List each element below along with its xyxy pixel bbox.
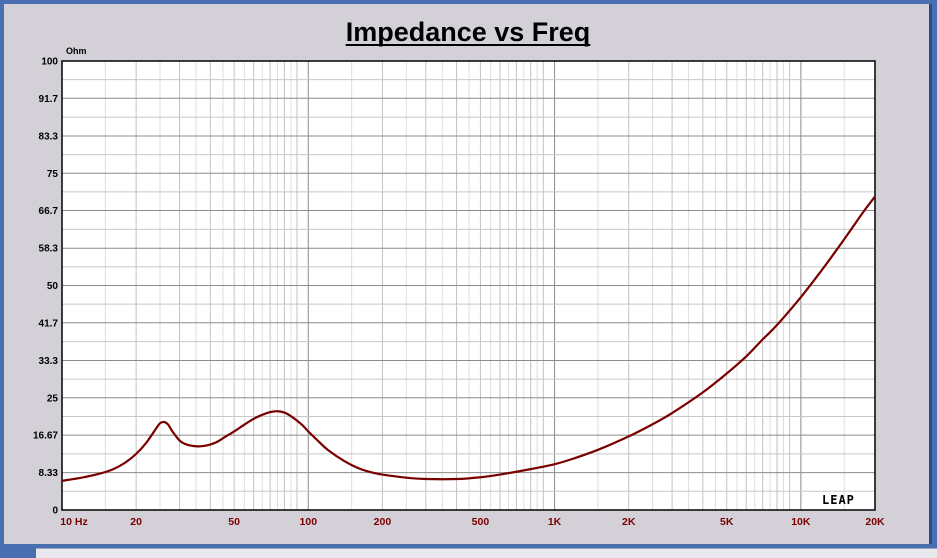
- x-tick-label: 100: [300, 516, 318, 528]
- x-tick-label: 20: [130, 516, 142, 528]
- x-tick-label: 2K: [622, 516, 636, 528]
- x-tick-labels: 10 Hz 20 50 100 200 500 1K 2K 5K 10K 20K: [60, 516, 885, 528]
- y-tick-label: 25: [47, 393, 59, 404]
- y-tick-label: 58.3: [39, 244, 59, 255]
- y-tick-label: 75: [47, 169, 59, 180]
- impedance-chart: Impedance vs Freq Ohm 0 8.33 16.67 25 33.3 41…: [33, 17, 885, 528]
- y-tick-label: 83.3: [39, 131, 59, 142]
- grid: [61, 60, 876, 511]
- y-tick-label: 50: [47, 281, 59, 292]
- y-tick-label: 33.3: [39, 356, 59, 367]
- x-tick-label: 20K: [865, 516, 885, 528]
- x-tick-label: 5K: [720, 516, 734, 528]
- y-tick-label: 0: [52, 506, 58, 517]
- impedance-curve: [61, 195, 876, 482]
- axes: [61, 60, 876, 511]
- x-tick-label: 1K: [548, 516, 562, 528]
- x-tick-label: 500: [472, 516, 490, 528]
- status-strip: [36, 548, 937, 558]
- y-tick-label: 91.7: [39, 94, 59, 105]
- y-tick-label: 8.33: [39, 468, 59, 479]
- y-tick-label: 41.7: [39, 318, 59, 329]
- y-tick-label: 16.67: [33, 431, 58, 442]
- y-axis-unit-label: Ohm: [66, 46, 87, 56]
- x-tick-label: 10K: [791, 516, 811, 528]
- x-tick-label: 200: [374, 516, 392, 528]
- plot-border: [61, 60, 876, 511]
- plot-area: [61, 195, 876, 482]
- y-tick-label: 66.7: [39, 206, 59, 217]
- x-tick-label: 10 Hz: [60, 516, 87, 528]
- x-tick-label: 50: [228, 516, 240, 528]
- y-tick-label: 100: [41, 57, 58, 68]
- y-tick-labels: 0 8.33 16.67 25 33.3 41.7 50 58.3 66.7 75 83.3 91.7…: [33, 57, 58, 517]
- chart-title: Impedance vs Freq: [346, 17, 591, 47]
- chart-window: Impedance vs Freq Ohm 0 8.33 16.67 25 33.3 41…: [4, 4, 932, 544]
- brand-logo: LEAP: [822, 493, 855, 507]
